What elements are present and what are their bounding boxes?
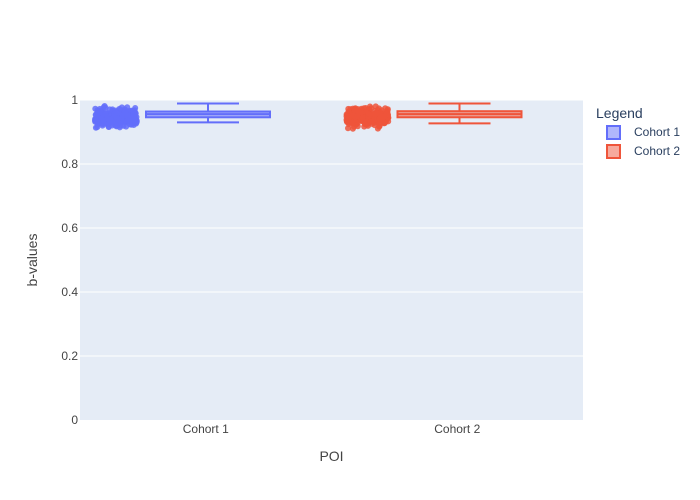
y-tick-label: 0.6 (61, 221, 78, 235)
legend: Legend Cohort 1 Cohort 2 (596, 105, 680, 159)
data-point (94, 110, 101, 117)
box-trace (343, 102, 523, 132)
data-point (124, 117, 131, 124)
data-point (367, 111, 373, 118)
data-point (94, 124, 101, 131)
legend-label: Cohort 1 (634, 125, 680, 139)
legend-label: Cohort 2 (634, 144, 680, 158)
data-point (367, 103, 373, 110)
data-point (345, 113, 352, 120)
data-point (361, 121, 368, 127)
legend-swatch (606, 144, 621, 159)
legend-title: Legend (596, 105, 643, 121)
y-tick-label: 0.4 (61, 285, 78, 299)
data-point (122, 108, 129, 115)
y-tick-labels: 0 0.2 0.4 0.6 0.8 1 (61, 93, 78, 427)
data-point (349, 125, 356, 132)
data-point (374, 125, 381, 132)
data-point (367, 118, 374, 125)
data-point (359, 114, 366, 121)
y-tick-label: 0.8 (61, 157, 78, 171)
y-tick-label: 1 (71, 93, 78, 107)
data-point (114, 122, 120, 129)
y-tick-label: 0.2 (61, 349, 78, 363)
data-point (120, 122, 127, 129)
y-axis-title: b-values (24, 234, 40, 287)
x-axis-title: POI (319, 448, 343, 464)
x-tick-label: Cohort 1 (183, 422, 229, 436)
x-tick-label: Cohort 2 (434, 422, 480, 436)
data-point (113, 109, 120, 116)
data-point (371, 111, 378, 118)
box-traces (92, 102, 523, 132)
box-trace (92, 102, 271, 131)
y-gridlines (80, 99, 583, 357)
data-point (102, 104, 109, 111)
data-point (130, 114, 137, 120)
data-point (354, 113, 361, 120)
legend-item: Cohort 2 (606, 144, 680, 159)
data-point (132, 105, 139, 111)
plot-area (80, 100, 583, 420)
data-point (100, 117, 107, 124)
legend-item: Cohort 1 (606, 125, 680, 140)
legend-swatch (606, 125, 621, 140)
data-point (379, 115, 386, 122)
y-tick-label: 0 (71, 413, 78, 427)
x-tick-labels: Cohort 1 Cohort 2 (183, 422, 481, 436)
data-point (107, 117, 114, 123)
